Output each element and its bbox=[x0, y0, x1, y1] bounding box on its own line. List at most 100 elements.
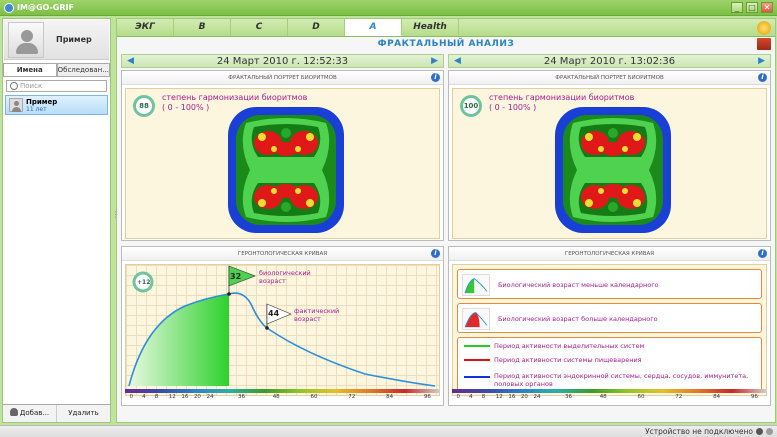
age-delta-badge: +12 bbox=[137, 279, 151, 286]
actual-age-label: фактический возраст bbox=[294, 307, 339, 323]
left-column: ◀ 24 Март 2010 г. 12:52:33 ▶ ФРАКТАЛЬНЫЙ… bbox=[121, 54, 444, 406]
fractal-panel-right: ФРАКТАЛЬНЫЙ ПОРТРЕТ БИОРИТМОВ i 100 степе… bbox=[448, 70, 771, 241]
harmony-label-left: степень гармонизации биоритмов ( 0 - 100… bbox=[162, 93, 307, 113]
legend-younger: Биологический возраст меньше календарног… bbox=[457, 269, 762, 299]
age-tick: 96 bbox=[423, 394, 431, 400]
prev-arrow-icon[interactable]: ◀ bbox=[454, 56, 461, 66]
age-tick: 24 bbox=[206, 394, 214, 400]
age-tick: 0 bbox=[129, 394, 134, 400]
splitter-handle[interactable]: ⋮ bbox=[112, 210, 120, 222]
window-title: IM@GO-GRIF bbox=[17, 3, 74, 12]
age-scale-band bbox=[452, 389, 767, 393]
age-tick: 8 bbox=[154, 394, 159, 400]
book-icon[interactable] bbox=[757, 38, 771, 50]
main-panel: ЭКГ B C D A Health ФРАКТАЛЬНЫЙ АНАЛИЗ ◀ … bbox=[116, 18, 776, 423]
sidebar-tabs: Имена Обследован... bbox=[3, 63, 110, 77]
tab-ecg[interactable]: ЭКГ bbox=[117, 19, 174, 36]
legend-endocrine: Период активности эндокринной системы, с… bbox=[494, 372, 749, 388]
bio-age-label: биологический возраст bbox=[259, 269, 311, 285]
next-arrow-icon[interactable]: ▶ bbox=[431, 56, 438, 66]
harmony-label-text: степень гармонизации биоритмов bbox=[162, 93, 308, 102]
actual-age-value: 44 bbox=[268, 309, 280, 318]
fractal-area-right: 100 степень гармонизации биоритмов ( 0 -… bbox=[452, 88, 767, 239]
legend-area: Биологический возраст меньше календарног… bbox=[452, 264, 767, 396]
age-tick: 72 bbox=[675, 394, 683, 400]
info-icon[interactable]: i bbox=[431, 249, 440, 258]
gerontology-curve-chart bbox=[128, 265, 436, 387]
sidebar-actions: Добав... Удалить bbox=[3, 404, 110, 422]
info-icon[interactable]: i bbox=[431, 73, 440, 82]
maximize-button[interactable]: □ bbox=[746, 2, 758, 13]
age-tick: 72 bbox=[348, 394, 356, 400]
harmony-label-text: степень гармонизации биоритмов bbox=[489, 93, 635, 102]
harmony-range-text: ( 0 - 100% ) bbox=[162, 103, 210, 112]
patient-avatar-icon bbox=[9, 98, 23, 112]
age-tick: 4 bbox=[469, 394, 473, 400]
avatar bbox=[8, 21, 44, 58]
profile-card: Пример bbox=[4, 20, 109, 60]
next-arrow-icon[interactable]: ▶ bbox=[758, 56, 765, 66]
age-tick: 36 bbox=[565, 394, 573, 400]
legend-older-text: Биологический возраст больше календарног… bbox=[498, 315, 658, 323]
patient-name: Пример bbox=[26, 97, 58, 106]
minimize-button[interactable]: _ bbox=[731, 2, 743, 13]
tab-names[interactable]: Имена bbox=[3, 63, 57, 76]
sound-icon[interactable] bbox=[766, 428, 773, 435]
excretory-line-icon bbox=[464, 345, 490, 347]
age-tick: 60 bbox=[637, 394, 645, 400]
fractal-panel-left: ФРАКТАЛЬНЫЙ ПОРТРЕТ БИОРИТМОВ i 88 степен… bbox=[121, 70, 444, 241]
age-tick: 48 bbox=[599, 394, 607, 400]
age-scale-left: 0 4 8 12 16 20 24 36 48 60 72 84 96 bbox=[125, 389, 440, 405]
age-tick: 84 bbox=[386, 394, 394, 400]
page-title: ФРАКТАЛЬНЫЙ АНАЛИЗ bbox=[117, 37, 775, 52]
tab-c[interactable]: C bbox=[231, 19, 288, 36]
delete-patient-button[interactable]: Удалить bbox=[68, 409, 99, 417]
younger-curve-icon bbox=[462, 274, 490, 296]
device-status: Устройство не подключено bbox=[645, 427, 753, 436]
fractal-title-left: ФРАКТАЛЬНЫЙ ПОРТРЕТ БИОРИТМОВ bbox=[228, 75, 337, 81]
curve-title-right: ГЕРОНТОЛОГИЧЕСКАЯ КРИВАЯ bbox=[564, 251, 655, 257]
info-icon[interactable]: i bbox=[758, 249, 767, 258]
older-curve-icon bbox=[462, 308, 490, 330]
date-navigator-left: ◀ 24 Март 2010 г. 12:52:33 ▶ bbox=[121, 54, 444, 68]
help-bulb-icon[interactable] bbox=[757, 21, 771, 35]
status-bar: Устройство не подключено bbox=[0, 425, 777, 437]
age-tick: 96 bbox=[750, 394, 758, 400]
actual-age-label-2: возраст bbox=[294, 315, 321, 323]
bio-age-label-2: возраст bbox=[259, 277, 286, 285]
age-tick: 24 bbox=[533, 394, 541, 400]
add-patient-button[interactable]: Добав... bbox=[3, 405, 57, 422]
patient-list-item[interactable]: Пример 11 лет bbox=[5, 95, 108, 115]
patient-age: 11 лет bbox=[26, 105, 47, 113]
close-button[interactable]: ✕ bbox=[761, 2, 773, 13]
age-scale-right: 0 4 8 12 16 20 24 36 48 60 72 84 96 bbox=[452, 389, 767, 405]
age-tick: 16 bbox=[181, 394, 189, 400]
harmony-score-left: 88 bbox=[133, 95, 155, 117]
tab-a[interactable]: A bbox=[345, 19, 402, 36]
legend-older: Биологический возраст больше календарног… bbox=[457, 303, 762, 333]
actual-age-label-1: фактический bbox=[294, 307, 340, 315]
prev-arrow-icon[interactable]: ◀ bbox=[127, 56, 134, 66]
app-icon bbox=[4, 2, 14, 13]
tab-health[interactable]: Health bbox=[402, 19, 459, 36]
info-icon[interactable]: i bbox=[758, 73, 767, 82]
harmony-score-right: 100 bbox=[460, 95, 482, 117]
age-tick: 0 bbox=[456, 394, 461, 400]
exam-date-right: 24 Март 2010 г. 13:02:36 bbox=[543, 55, 676, 67]
fractal-title-right: ФРАКТАЛЬНЫЙ ПОРТРЕТ БИОРИТМОВ bbox=[555, 75, 664, 81]
right-column: ◀ 24 Март 2010 г. 13:02:36 ▶ ФРАКТАЛЬНЫЙ… bbox=[448, 54, 771, 406]
legend-excretory: Период активности выделительных систем bbox=[494, 342, 645, 350]
age-tick: 60 bbox=[310, 394, 318, 400]
age-tick: 84 bbox=[713, 394, 721, 400]
tab-b[interactable]: B bbox=[174, 19, 231, 36]
endocrine-line-icon bbox=[464, 376, 490, 378]
search-icon bbox=[10, 82, 18, 90]
bio-age-value: 32 bbox=[230, 272, 242, 281]
tab-d[interactable]: D bbox=[288, 19, 345, 36]
age-tick: 48 bbox=[272, 394, 280, 400]
fractal-portrait-left bbox=[228, 107, 344, 233]
bio-age-label-1: биологический bbox=[259, 269, 311, 277]
search-input[interactable]: Поиск bbox=[6, 80, 107, 92]
tab-examinations[interactable]: Обследован... bbox=[56, 63, 110, 76]
age-tick: 12 bbox=[168, 394, 176, 400]
